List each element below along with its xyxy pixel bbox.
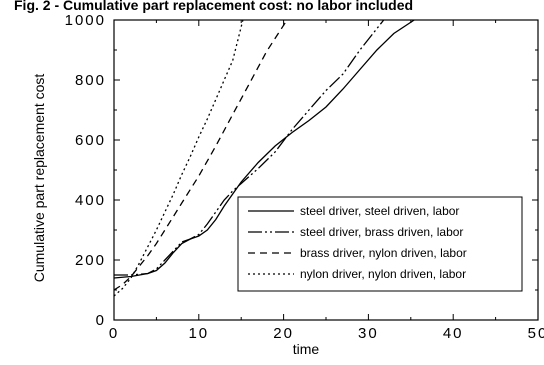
x-tick-label: 30 (358, 325, 379, 342)
legend-label: steel driver, brass driven, labor (300, 225, 463, 239)
series-line-2 (114, 19, 385, 276)
y-tick-label: 800 (75, 72, 106, 89)
x-tick-label: 10 (188, 325, 209, 342)
y-tick-label: 400 (75, 192, 106, 209)
legend-label: nylon driver, nylon driven, labor (300, 267, 466, 281)
axis-ticks: 0 10 20 30 40 50 0 200 400 600 800 1000 (65, 12, 544, 342)
legend: steel driver, steel driven, labor steel d… (237, 196, 523, 292)
y-tick-label: 1000 (65, 12, 106, 29)
series-line-1 (114, 19, 415, 279)
x-tick-label: 0 (109, 325, 119, 342)
chart-title: Fig. 2 - Cumulative part replacement cos… (14, 0, 413, 13)
legend-label: steel driver, steel driven, labor (300, 204, 459, 218)
y-tick-label: 200 (75, 252, 106, 269)
x-tick-label: 40 (443, 325, 464, 342)
y-tick-label: 0 (96, 312, 106, 329)
legend-label: brass driver, nylon driven, labor (300, 246, 467, 260)
y-tick-label: 600 (75, 132, 106, 149)
x-tick-label: 20 (273, 325, 294, 342)
series-line-4 (114, 19, 244, 297)
y-axis-title: Cumulative part replacement cost (31, 74, 47, 283)
legend-box (237, 196, 523, 292)
series-group (114, 19, 415, 297)
x-tick-label: 50 (528, 325, 544, 342)
x-axis-title: time (293, 341, 320, 357)
